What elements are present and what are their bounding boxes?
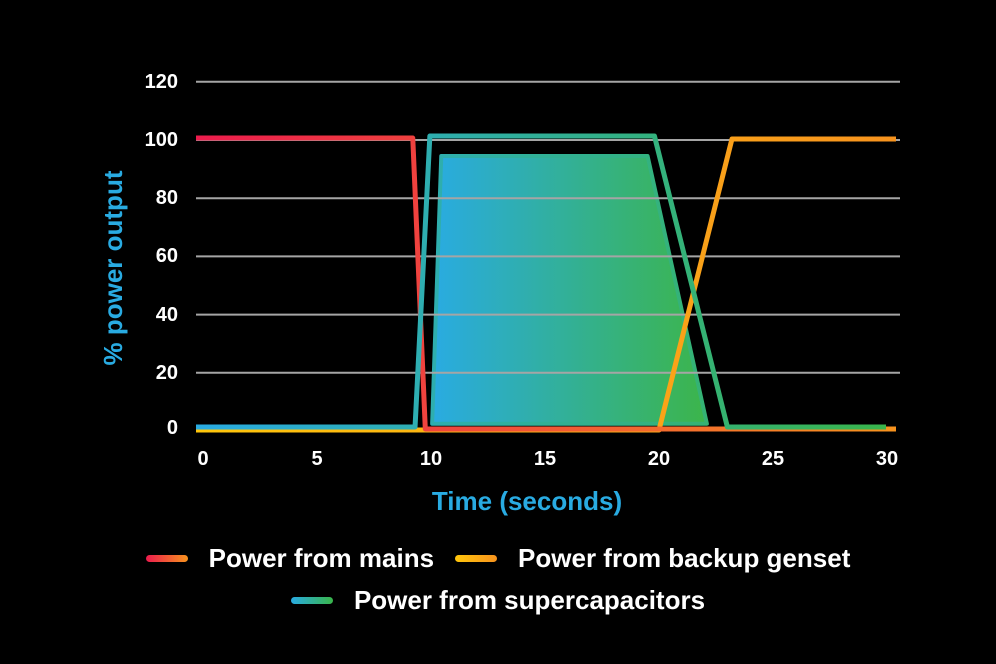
legend-swatch-power-from-supercapacitors xyxy=(290,596,333,604)
y-tick-label-0: 0 xyxy=(166,417,178,439)
x-axis-title: Time (seconds) xyxy=(431,486,623,516)
gridlines xyxy=(196,80,900,374)
data-lines xyxy=(196,133,896,433)
y-tick-label-40: 40 xyxy=(155,303,178,326)
x-tick-label-10: 10 xyxy=(419,448,443,470)
legend-swatch-power-from-backup-genset xyxy=(455,554,498,562)
fill-polygon xyxy=(430,154,709,426)
legend-label-power-from-backup-genset: Power from backup genset xyxy=(518,543,851,573)
x-tick-label-30: 30 xyxy=(875,448,899,470)
legend-swatch-power-from-mains xyxy=(145,554,188,562)
legend-label-power-from-mains: Power from mains xyxy=(208,543,435,573)
y-tick-label-120: 120 xyxy=(144,70,178,93)
y-tick-label-20: 20 xyxy=(155,361,178,384)
x-tick-label-15: 15 xyxy=(533,448,557,470)
y-axis-title: % power output xyxy=(98,170,128,366)
y-tick-label-80: 80 xyxy=(155,187,178,210)
line-power-from-mains xyxy=(196,135,896,432)
x-tick-label-5: 5 xyxy=(311,448,323,470)
line-power-from-supercapacitors xyxy=(196,133,886,430)
y-tick-label-100: 100 xyxy=(144,129,178,151)
legend-row-1: Power from mains Power from backup genset xyxy=(45,543,951,573)
supercapacitor-fill-area xyxy=(430,154,709,426)
x-tick-label-20: 20 xyxy=(647,448,671,470)
legend-label-power-from-supercapacitors: Power from supercapacitors xyxy=(353,585,706,615)
legend-row-2: Power from supercapacitors xyxy=(45,585,951,615)
y-tick-label-60: 60 xyxy=(155,245,178,268)
x-tick-label-25: 25 xyxy=(761,448,785,470)
x-tick-label-0: 0 xyxy=(197,448,209,470)
